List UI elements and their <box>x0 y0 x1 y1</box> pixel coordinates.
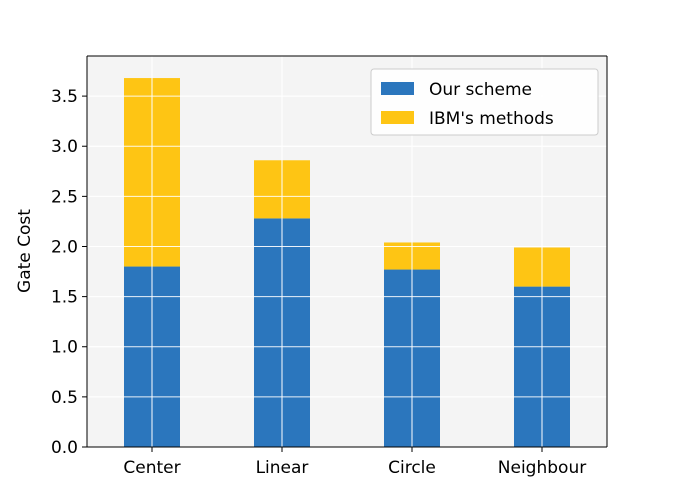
legend-box <box>370 68 599 136</box>
y-ticks: 0.0 0.5 1.0 1.5 2.0 2.5 3.0 3.5 <box>51 87 87 458</box>
x-tick-label: Neighbour <box>498 458 586 478</box>
legend: Our scheme IBM's methods <box>370 68 599 136</box>
y-tick-label: 3.0 <box>51 137 78 157</box>
axes-group <box>86 55 608 448</box>
y-tick-label: 1.0 <box>51 338 78 358</box>
y-tick-label: 3.5 <box>51 87 78 107</box>
legend-swatch <box>381 111 414 124</box>
y-tick-label: 0.5 <box>51 388 78 408</box>
legend-label: IBM's methods <box>429 109 554 129</box>
y-tick-label: 2.0 <box>51 237 78 257</box>
x-tick-label: Center <box>123 458 180 478</box>
x-ticks: Center Linear Circle Neighbour <box>123 447 586 478</box>
y-tick-label: 0.0 <box>51 438 78 458</box>
y-tick-label: 2.5 <box>51 187 78 207</box>
y-tick-label: 1.5 <box>51 288 78 308</box>
y-axis-title: Gate Cost <box>15 209 35 293</box>
legend-label: Our scheme <box>429 80 532 100</box>
x-tick-label: Linear <box>256 458 309 478</box>
legend-swatch <box>381 82 414 95</box>
x-tick-label: Circle <box>388 458 436 478</box>
